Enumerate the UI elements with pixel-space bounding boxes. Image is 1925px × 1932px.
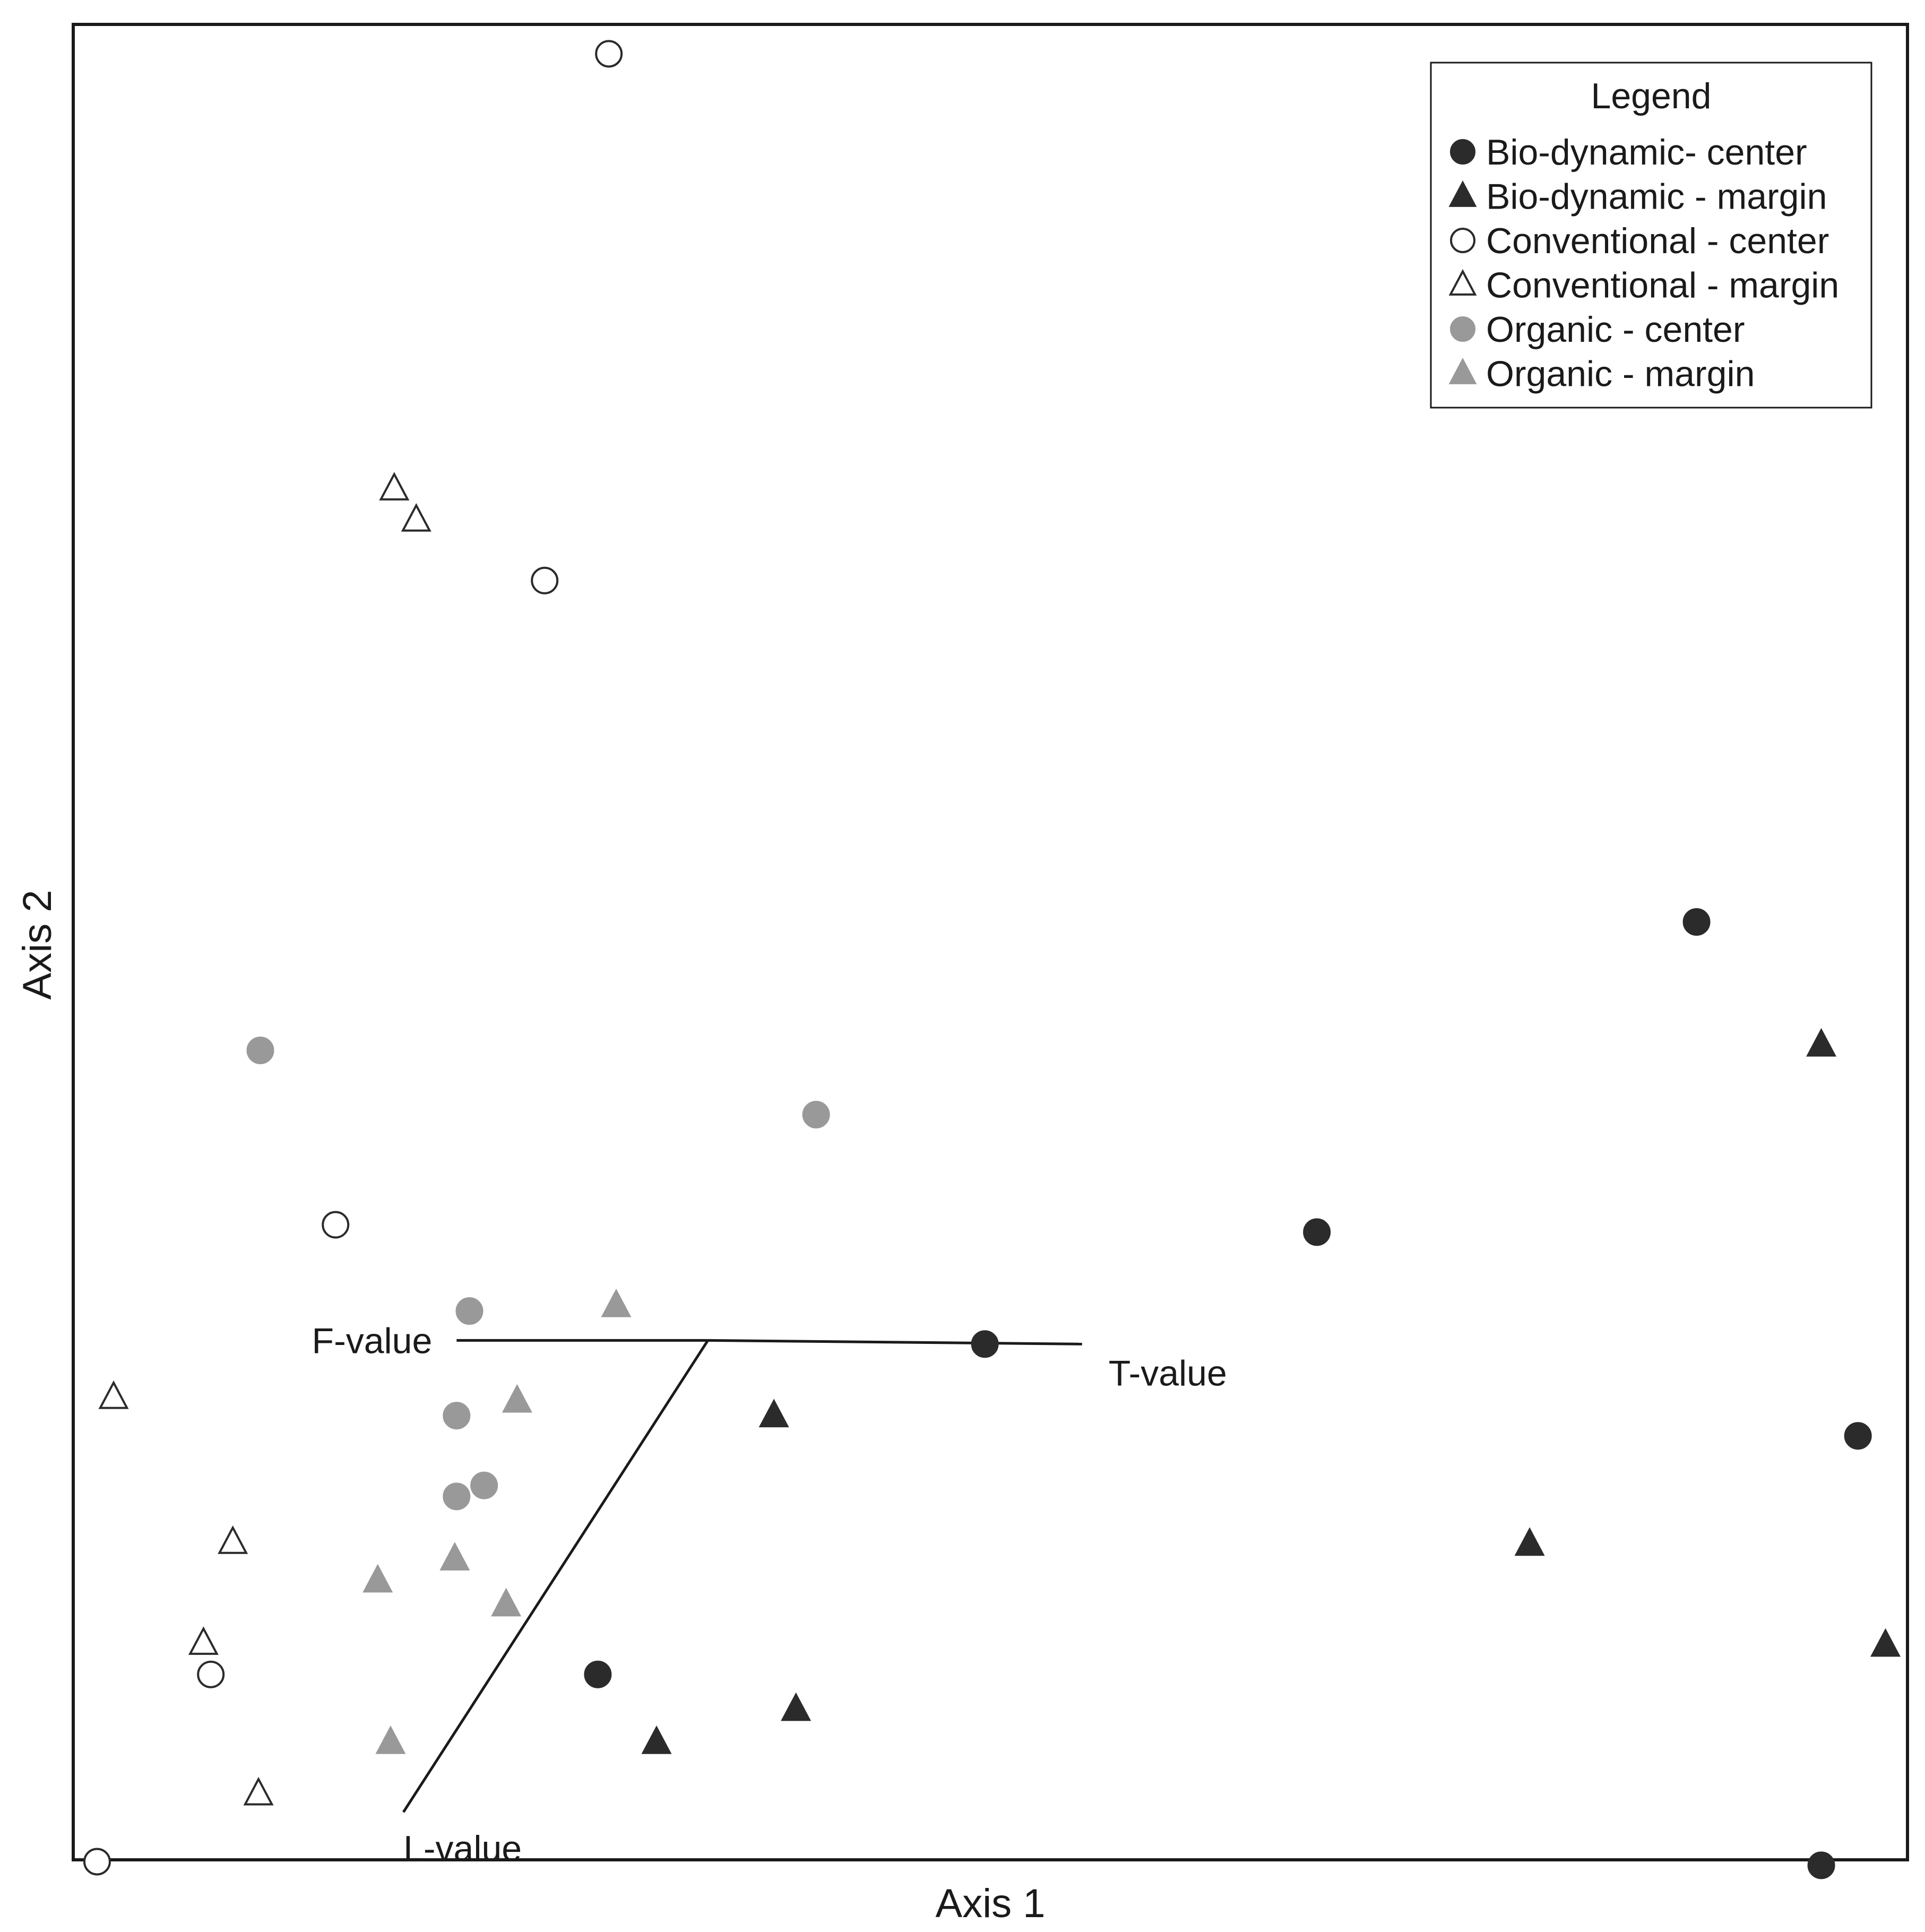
point-organic-margin bbox=[362, 1564, 393, 1593]
point-bio-dynamic-center bbox=[1303, 1218, 1331, 1246]
point-conventional-center bbox=[197, 1660, 225, 1688]
vector-label-t-value: T-value bbox=[1109, 1353, 1227, 1393]
point-organic-center bbox=[246, 1037, 274, 1065]
point-organic-margin bbox=[375, 1725, 406, 1754]
vector-label-f-value: F-value bbox=[312, 1321, 433, 1361]
legend-marker-bio-dynamic-margin bbox=[1448, 180, 1477, 207]
point-bio-dynamic-center bbox=[1844, 1422, 1872, 1450]
point-organic-margin bbox=[601, 1288, 632, 1317]
legend-marker-organic-margin bbox=[1448, 357, 1477, 384]
legend: Legend Bio-dynamic- center Bio-dynamic - … bbox=[1430, 62, 1872, 409]
x-axis-title: Axis 1 bbox=[936, 1881, 1046, 1926]
point-bio-dynamic-center bbox=[1682, 908, 1711, 936]
data-points bbox=[83, 40, 1901, 1879]
point-conventional-center bbox=[595, 40, 623, 68]
legend-label-organic-center: Organic - center bbox=[1486, 309, 1745, 350]
point-conventional-center bbox=[322, 1211, 350, 1239]
point-conventional-margin bbox=[188, 1626, 219, 1655]
legend-marker-bio-dynamic-center bbox=[1450, 139, 1475, 165]
legend-label-conventional-center: Conventional - center bbox=[1486, 221, 1829, 261]
point-organic-center bbox=[443, 1482, 471, 1511]
point-conventional-center bbox=[531, 566, 559, 594]
environmental-vectors: F-value T-value L-value bbox=[312, 1321, 1227, 1869]
point-organic-margin bbox=[439, 1542, 470, 1571]
point-conventional-margin bbox=[98, 1380, 129, 1409]
point-bio-dynamic-margin bbox=[1870, 1628, 1901, 1657]
legend-label-bio-dynamic-margin: Bio-dynamic - margin bbox=[1486, 177, 1827, 217]
legend-label-organic-margin: Organic - margin bbox=[1486, 354, 1755, 394]
point-conventional-center bbox=[83, 1848, 111, 1876]
legend-marker-conventional-center bbox=[1450, 228, 1475, 253]
plot-frame bbox=[72, 23, 1909, 1861]
point-bio-dynamic-margin bbox=[758, 1399, 789, 1428]
legend-marker-conventional-margin bbox=[1448, 269, 1477, 296]
point-bio-dynamic-margin bbox=[1806, 1028, 1837, 1057]
point-conventional-margin bbox=[218, 1525, 248, 1554]
legend-title: Legend bbox=[1591, 76, 1712, 116]
vector-label-l-value: L-value bbox=[403, 1828, 522, 1869]
legend-label-conventional-margin: Conventional - margin bbox=[1486, 265, 1839, 306]
point-bio-dynamic-margin bbox=[1514, 1527, 1545, 1556]
point-organic-center bbox=[802, 1101, 830, 1129]
point-organic-margin bbox=[502, 1384, 532, 1413]
point-conventional-margin bbox=[379, 472, 410, 501]
point-organic-center bbox=[455, 1297, 484, 1325]
vector-line-t-value bbox=[707, 1339, 1082, 1346]
point-organic-center bbox=[470, 1471, 498, 1499]
point-bio-dynamic-center bbox=[1807, 1851, 1835, 1879]
point-bio-dynamic-margin bbox=[781, 1692, 812, 1721]
legend-label-bio-dynamic-center: Bio-dynamic- center bbox=[1486, 132, 1807, 172]
point-organic-margin bbox=[491, 1588, 522, 1617]
vector-line-l-value bbox=[402, 1340, 709, 1813]
point-bio-dynamic-margin bbox=[641, 1725, 672, 1754]
y-axis-title: Axis 2 bbox=[15, 890, 60, 1000]
point-bio-dynamic-center bbox=[971, 1330, 999, 1358]
point-bio-dynamic-center bbox=[584, 1660, 612, 1688]
point-conventional-margin bbox=[243, 1776, 274, 1806]
legend-marker-organic-center bbox=[1450, 316, 1475, 342]
point-conventional-margin bbox=[401, 503, 431, 532]
legend-box bbox=[1430, 62, 1872, 409]
point-organic-center bbox=[443, 1402, 471, 1430]
